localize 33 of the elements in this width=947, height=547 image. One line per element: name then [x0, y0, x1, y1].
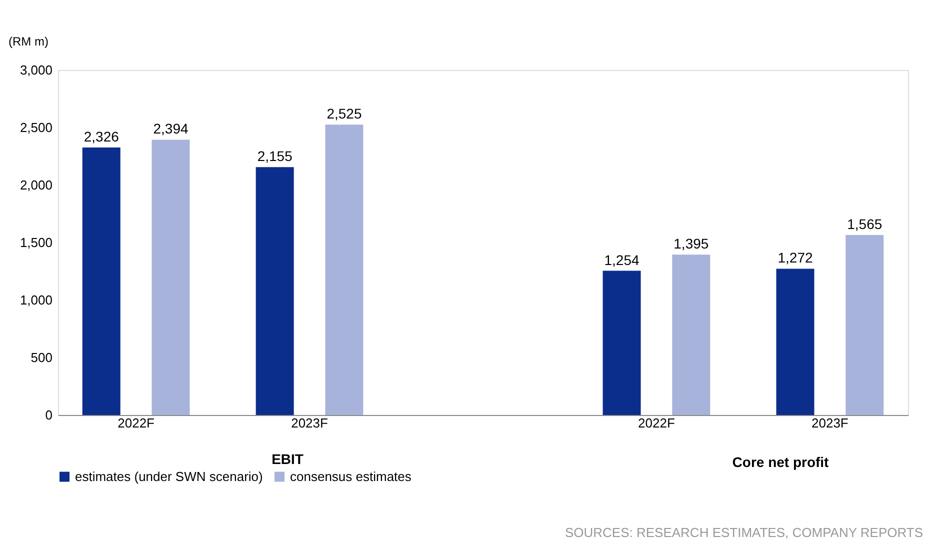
text: EBIT	[272, 451, 304, 467]
data-label: 2,525	[326, 106, 362, 122]
bar	[152, 140, 190, 415]
bar	[325, 124, 364, 415]
x-tick-label: 2022F	[118, 416, 155, 430]
legend-label: estimates (under SWN scenario)	[75, 468, 263, 484]
y-tick-label: 500	[30, 350, 52, 365]
x-tick-label: 2023F	[291, 416, 328, 430]
bar	[256, 167, 294, 415]
bar	[82, 148, 120, 415]
data-label: 2,155	[257, 148, 293, 164]
data-label: 1,272	[778, 250, 813, 266]
y-tick-label: 0	[45, 408, 52, 422]
data-label: 2,394	[153, 120, 188, 137]
bar	[846, 235, 884, 415]
y-tick-label: 3,000	[20, 62, 52, 78]
y-axis-title: (RM m)	[8, 34, 48, 48]
y-tick-label: 2,500	[20, 120, 52, 135]
y-tick-label: 1,000	[20, 292, 52, 308]
bar	[672, 254, 710, 415]
source-note: SOURCES: RESEARCH ESTIMATES, COMPANY REPORTS	[564, 525, 924, 540]
y-tick-label: 1,500	[20, 235, 52, 250]
data-label: 2,326	[84, 128, 120, 145]
data-label: 1,254	[604, 252, 640, 268]
bar	[602, 270, 641, 415]
y-tick-label: 2,000	[20, 178, 52, 192]
text: Core net profit	[732, 454, 830, 470]
bar	[776, 268, 814, 415]
data-label: 1,565	[847, 216, 882, 232]
data-label: 1,395	[674, 236, 709, 252]
x-tick-label: 2022F	[638, 416, 675, 430]
x-tick-label: 2023F	[812, 416, 848, 430]
legend-label: consensus estimates	[290, 468, 412, 484]
